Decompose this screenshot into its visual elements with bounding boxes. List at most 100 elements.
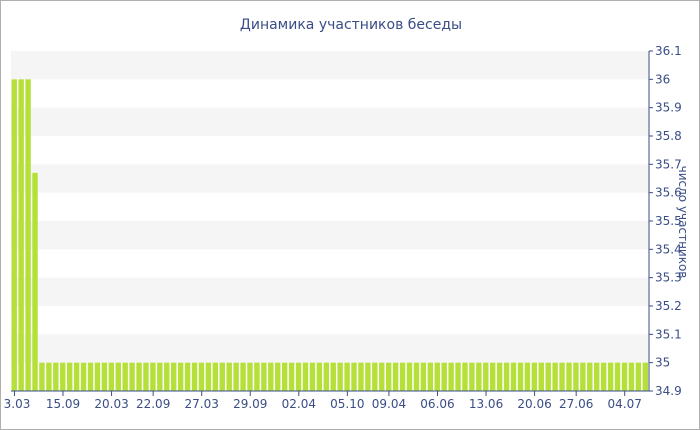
x-tick-label: 27.03 bbox=[185, 397, 219, 411]
grid-band bbox=[11, 107, 649, 136]
bar bbox=[594, 362, 600, 391]
bar bbox=[600, 362, 607, 391]
y-tick-label: 34.9 bbox=[655, 384, 682, 398]
bar bbox=[441, 362, 447, 391]
x-tick-label: 3.03 bbox=[4, 397, 31, 411]
bar bbox=[385, 362, 392, 391]
bar bbox=[198, 362, 205, 391]
bar bbox=[295, 362, 302, 391]
bar bbox=[136, 362, 142, 391]
y-tick-label: 35.5 bbox=[655, 214, 682, 228]
x-tick-label: 27.06 bbox=[559, 397, 593, 411]
grid-band bbox=[11, 221, 649, 250]
bar bbox=[580, 362, 586, 391]
bar bbox=[635, 362, 642, 391]
bar bbox=[365, 362, 371, 391]
bar bbox=[379, 362, 385, 391]
y-tick-label: 35.2 bbox=[655, 299, 682, 313]
bar bbox=[309, 362, 316, 391]
bar bbox=[330, 362, 336, 391]
bar bbox=[60, 362, 66, 391]
bar bbox=[490, 362, 496, 391]
bar bbox=[184, 362, 191, 391]
bar bbox=[510, 362, 517, 391]
x-tick-label: 05.10 bbox=[330, 397, 364, 411]
bar bbox=[171, 362, 177, 391]
x-tick-label: 02.04 bbox=[282, 397, 316, 411]
bar bbox=[614, 362, 621, 391]
bar bbox=[323, 362, 329, 391]
bar bbox=[115, 362, 121, 391]
bar bbox=[129, 362, 135, 391]
x-tick-label: 22.09 bbox=[136, 397, 170, 411]
bar bbox=[455, 362, 461, 391]
bar bbox=[302, 362, 309, 391]
x-tick-label: 13.06 bbox=[469, 397, 503, 411]
bar bbox=[25, 79, 31, 391]
bars-group bbox=[11, 79, 648, 391]
bar bbox=[524, 362, 531, 391]
x-tick-label: 15.09 bbox=[46, 397, 80, 411]
bar bbox=[358, 362, 364, 391]
bar bbox=[538, 362, 544, 391]
bar bbox=[247, 362, 253, 391]
grid-band bbox=[11, 51, 649, 80]
x-tick-label: 09.04 bbox=[372, 397, 406, 411]
bar bbox=[122, 362, 128, 391]
bar bbox=[233, 362, 239, 391]
x-tick-label: 06.06 bbox=[420, 397, 454, 411]
y-tick-label: 35.6 bbox=[655, 186, 682, 200]
bar bbox=[503, 362, 510, 391]
chart-title: Динамика участников беседы bbox=[240, 17, 462, 33]
y-tick-label: 36.1 bbox=[655, 44, 682, 58]
bar bbox=[143, 362, 149, 391]
bar bbox=[545, 362, 551, 391]
y-tick-label: 35.4 bbox=[655, 242, 682, 256]
bar bbox=[101, 362, 108, 391]
x-axis: 3.03 15.09 20.03 22.09 27.03 29.09 02.04 05.10 0… bbox=[4, 390, 649, 411]
bar bbox=[531, 362, 538, 391]
bar bbox=[157, 362, 163, 391]
y-tick-label: 35 bbox=[655, 356, 670, 370]
bar bbox=[281, 362, 288, 391]
bar bbox=[219, 362, 225, 391]
bar bbox=[240, 362, 246, 391]
bar bbox=[316, 362, 323, 391]
bar bbox=[399, 362, 406, 391]
bar bbox=[406, 362, 413, 391]
bar bbox=[337, 362, 343, 391]
bar bbox=[496, 362, 503, 391]
bar bbox=[164, 362, 170, 391]
bar bbox=[191, 362, 198, 391]
bar bbox=[642, 362, 648, 391]
bar bbox=[462, 362, 468, 391]
y-tick-label: 36 bbox=[655, 72, 670, 86]
bar bbox=[18, 79, 24, 391]
bar bbox=[434, 362, 440, 391]
bar bbox=[66, 362, 73, 391]
y-axis: 34.9 35 35.1 35.2 35.3 35.4 35.5 35.6 35.7 35.8 35… bbox=[648, 44, 682, 398]
bar bbox=[351, 362, 357, 391]
bar bbox=[150, 362, 156, 391]
y-tick-label: 35.3 bbox=[655, 271, 682, 285]
bar bbox=[628, 362, 635, 391]
bar bbox=[87, 362, 94, 391]
bar bbox=[413, 362, 420, 391]
x-tick-label: 20.03 bbox=[94, 397, 128, 411]
bar bbox=[448, 362, 454, 391]
bar bbox=[420, 362, 427, 391]
bar bbox=[268, 362, 274, 391]
bar bbox=[80, 362, 87, 391]
bar bbox=[392, 362, 399, 391]
bar bbox=[94, 362, 101, 391]
bar bbox=[587, 362, 593, 391]
bar bbox=[39, 362, 45, 391]
bar bbox=[372, 362, 378, 391]
bar bbox=[483, 362, 489, 391]
bar bbox=[427, 362, 434, 391]
x-tick-label: 29.09 bbox=[233, 397, 267, 411]
bar bbox=[566, 362, 572, 391]
grid-band bbox=[11, 164, 649, 193]
bar bbox=[11, 79, 17, 391]
